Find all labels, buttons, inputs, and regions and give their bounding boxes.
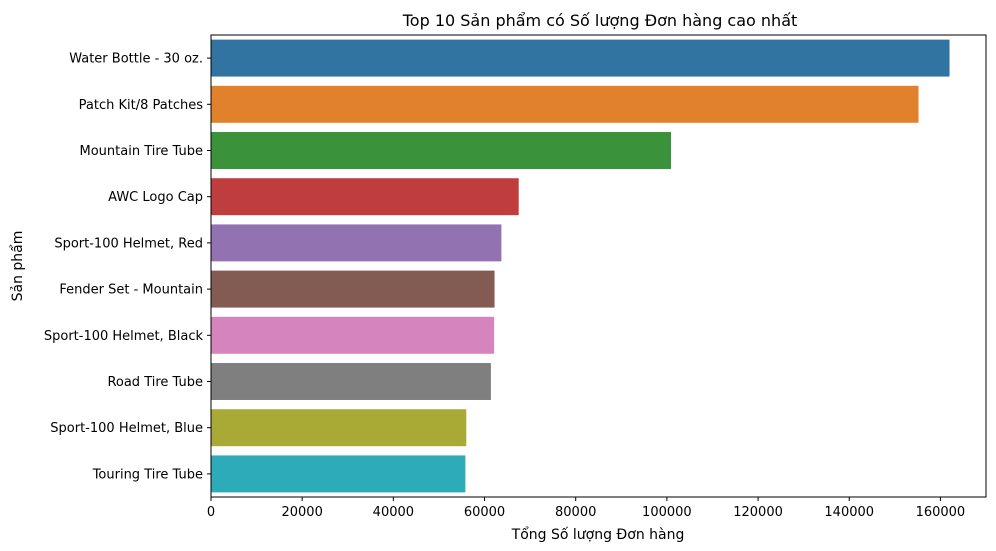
- bar-5: [211, 270, 495, 308]
- plot-frame: [210, 34, 987, 498]
- bar-0: [211, 39, 950, 77]
- y-tick-label: Sport-100 Helmet, Blue: [50, 421, 203, 436]
- x-axis-label: Tổng Số lượng Đơn hàng: [511, 526, 685, 543]
- y-tick-label: Road Tire Tube: [107, 375, 203, 390]
- bar-6: [211, 316, 495, 354]
- y-tick-label: Patch Kit/8 Patches: [79, 98, 204, 113]
- bar-9: [211, 455, 466, 493]
- y-tick-label: AWC Logo Cap: [108, 190, 203, 205]
- y-tick-label: Touring Tire Tube: [92, 467, 203, 482]
- x-tick-label: 160000: [916, 505, 966, 520]
- x-tick-label: 80000: [555, 505, 596, 520]
- x-tick-label: 100000: [642, 505, 692, 520]
- bar-7: [211, 363, 491, 400]
- bar-8: [211, 409, 467, 447]
- y-tick-labels: Water Bottle - 30 oz. Patch Kit/8 Patches…: [44, 52, 211, 482]
- bar-1: [211, 85, 919, 123]
- bar-3: [211, 178, 519, 216]
- x-tick-label: 60000: [464, 505, 505, 520]
- x-tick-label: 120000: [733, 505, 783, 520]
- y-tick-label: Sport-100 Helmet, Red: [54, 236, 203, 251]
- x-tick-label: 40000: [373, 505, 414, 520]
- y-tick-label: Water Bottle - 30 oz.: [69, 52, 203, 67]
- bar-4: [211, 224, 502, 262]
- y-axis-label: Sản phẩm: [9, 231, 26, 302]
- y-tick-label: Mountain Tire Tube: [80, 144, 204, 159]
- x-tick-label: 0: [207, 505, 215, 520]
- bar-2: [211, 132, 671, 169]
- bars-group: [211, 39, 950, 493]
- y-tick-label: Sport-100 Helmet, Black: [44, 329, 204, 344]
- x-tick-label: 140000: [824, 505, 874, 520]
- x-ticks: 0 20000 40000 60000 80000 100000 120000 140000 1…: [207, 497, 965, 520]
- y-tick-label: Fender Set - Mountain: [59, 283, 203, 298]
- x-tick-label: 20000: [281, 505, 322, 520]
- chart-title: Top 10 Sản phẩm có Số lượng Đơn hàng cao…: [402, 11, 798, 30]
